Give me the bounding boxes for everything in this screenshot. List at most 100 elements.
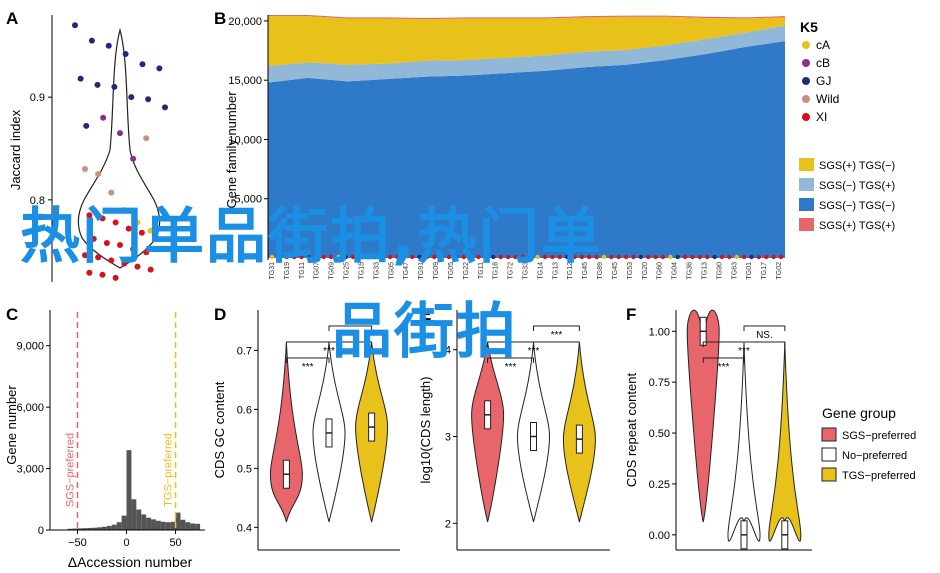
b-dot — [653, 254, 658, 260]
b-xtick-label: TG17 — [761, 262, 768, 280]
c-xtick-label: 50 — [169, 537, 181, 549]
b-dot — [778, 254, 784, 260]
violin-ylabel: log10(CDS length) — [418, 377, 433, 484]
b-dot — [712, 254, 717, 260]
b-xtick-label: TG05 — [448, 262, 455, 280]
a-point — [82, 166, 88, 173]
violin-ytick-label: 0.6 — [237, 404, 252, 416]
b-dot — [631, 254, 636, 260]
b-dot — [336, 254, 341, 260]
b-dot — [682, 254, 688, 260]
b-xtick-label: TG09 — [329, 262, 336, 280]
f-legend-swatch — [821, 447, 837, 462]
violin-ytick-label: 3 — [445, 432, 451, 444]
panel-label-e: E — [420, 305, 431, 324]
b-dot — [660, 254, 666, 260]
a-point — [156, 65, 163, 72]
significance-bracket — [702, 357, 745, 363]
b-legend-swatch — [802, 95, 810, 103]
b-xtick-label: TG01 — [746, 262, 753, 280]
b-dot — [756, 254, 762, 260]
a-point — [147, 266, 154, 273]
b-xtick-label: TG04 — [672, 262, 679, 280]
b-legend2-swatch — [799, 158, 814, 171]
b-xtick-label: TG25 — [344, 262, 351, 280]
c-bar — [160, 521, 166, 530]
b-dot — [601, 254, 607, 260]
a-point — [147, 227, 154, 234]
b-xtick-label: TG09 — [433, 262, 440, 280]
b-dot — [483, 254, 489, 260]
f-legend: Gene group SGS−preferred No−preferred TGS−p… — [821, 405, 916, 482]
a-point — [103, 239, 110, 246]
b-dot — [741, 254, 747, 260]
f-legend-swatch — [821, 467, 837, 482]
b-dot — [675, 254, 680, 260]
a-point — [100, 114, 107, 121]
b-dot — [468, 254, 474, 260]
b-dot — [277, 254, 282, 260]
b-legend2-label: SGS(+) TGS(−) — [819, 160, 895, 172]
b-xtick-label: TG02 — [776, 262, 783, 280]
b-xtick-label: TG13 — [701, 262, 708, 280]
b-xtick-label: TG53 — [627, 262, 634, 280]
a-ytick-label: 0.8 — [30, 195, 45, 207]
c-xtick-label: −50 — [68, 537, 87, 549]
violin-ytick-label: 2 — [445, 518, 451, 530]
b-dot — [328, 254, 334, 260]
b-dot — [505, 254, 511, 260]
panel-label-d: D — [214, 305, 226, 324]
f-legend-label: SGS−preferred — [842, 430, 916, 442]
b-dot — [719, 254, 725, 260]
a-point — [128, 94, 135, 101]
violin-shape — [269, 342, 303, 523]
violin-shape — [471, 342, 505, 523]
a-point — [111, 83, 118, 90]
b-xtick-label: TG15 — [358, 262, 365, 280]
b-xtick-label: TG12 — [567, 262, 574, 280]
b-xtick-label: TG36 — [687, 262, 694, 280]
a-point — [139, 61, 146, 68]
a-point — [138, 229, 145, 236]
significance-label: *** — [344, 330, 356, 341]
b-dot — [491, 254, 496, 260]
c-bar — [185, 522, 191, 530]
a-point — [125, 225, 132, 232]
b-dot — [572, 254, 577, 260]
b-area-series — [268, 15, 785, 20]
b-xtick-label: TG60 — [657, 262, 664, 280]
b-dot — [314, 254, 319, 260]
b-dot — [373, 254, 378, 260]
c-vline-label: TGS−preferred — [163, 433, 175, 507]
a-point — [143, 135, 150, 142]
significance-bracket — [743, 325, 786, 331]
violin-ylabel: CDS repeat content — [624, 373, 639, 488]
c-vline-label: SGS−preferred — [64, 433, 76, 507]
significance-label: *** — [505, 362, 517, 373]
c-bar — [67, 528, 73, 530]
b-xtick-label: TG63 — [731, 262, 738, 280]
a-point — [72, 22, 78, 29]
violin-ytick-label: 0.00 — [649, 530, 670, 542]
c-bar — [106, 525, 112, 530]
c-ytick-label: 3,000 — [16, 464, 44, 476]
b-xtick-label: TG45 — [582, 262, 589, 280]
b-area-series — [268, 16, 785, 66]
c-xtick-label: 0 — [123, 537, 129, 549]
a-point — [162, 104, 168, 111]
b-legend-swatch — [802, 113, 810, 121]
b-dot — [387, 254, 393, 260]
panel-c-ylabel: Gene number — [4, 385, 19, 465]
c-bar — [126, 450, 132, 530]
b-dot — [299, 254, 304, 260]
b-dot — [358, 254, 363, 260]
b-dot — [727, 254, 732, 260]
b-dot — [350, 254, 356, 260]
a-point — [95, 171, 102, 178]
panel-a: Jaccard index 0.8 0.9 — [8, 15, 168, 282]
b-dot — [616, 254, 621, 260]
b-legend-swatch — [802, 77, 810, 85]
b-dot — [439, 254, 444, 260]
c-bar — [72, 528, 78, 530]
b-dot — [432, 254, 437, 260]
